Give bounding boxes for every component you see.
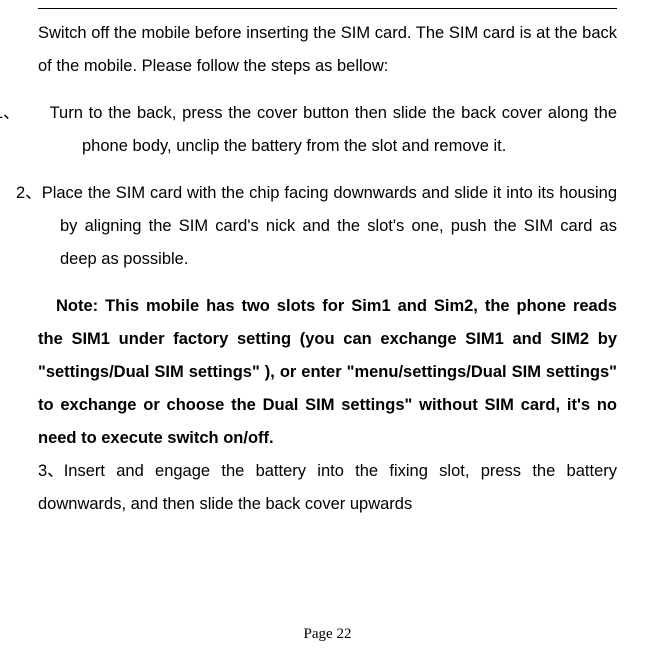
step-3-marker: 3、 (38, 455, 64, 488)
step-3-text: Insert and engage the battery into the f… (38, 462, 617, 513)
intro-paragraph: Switch off the mobile before inserting t… (38, 17, 617, 83)
step-3: 3、Insert and engage the battery into the… (38, 455, 617, 521)
page-number: Page 22 (0, 626, 655, 643)
step-1-text: Turn to the back, press the cover button… (50, 104, 617, 155)
note-paragraph: Note: This mobile has two slots for Sim1… (38, 290, 617, 455)
step-1: 1、 Turn to the back, press the cover but… (38, 97, 617, 163)
step-2-text: Place the SIM card with the chip facing … (42, 184, 617, 268)
step-2: 2、Place the SIM card with the chip facin… (38, 177, 617, 276)
top-divider (38, 8, 617, 9)
